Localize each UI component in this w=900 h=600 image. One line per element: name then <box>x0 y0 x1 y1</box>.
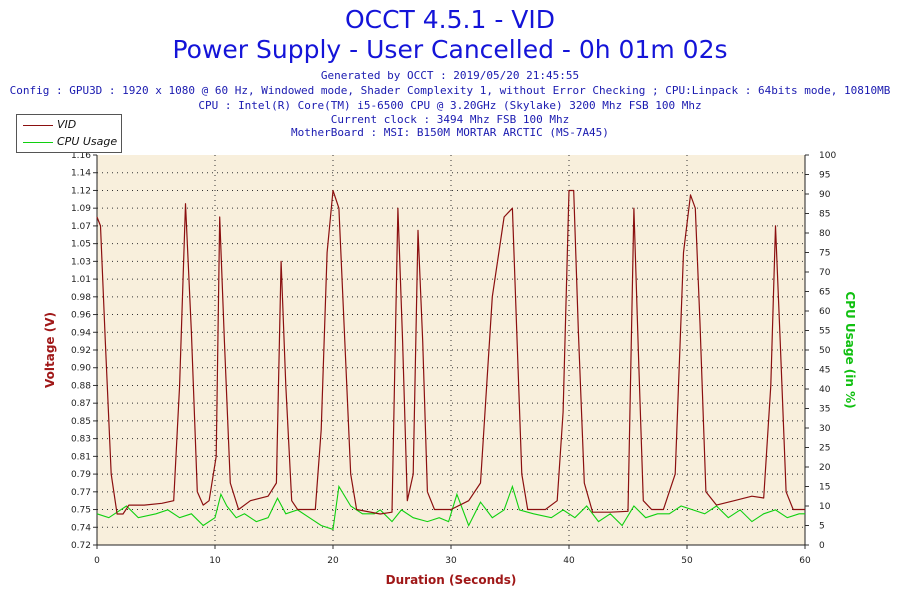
y2-tick-label: 90 <box>819 190 831 200</box>
y-tick-label: 1.16 <box>71 151 91 161</box>
y-tick-label: 1.14 <box>71 169 91 179</box>
y2-tick-label: 95 <box>819 171 830 181</box>
x-tick-label: 10 <box>209 556 221 566</box>
legend-swatch-cpu-usage <box>23 142 53 143</box>
y-axis-label: Voltage (V) <box>43 312 57 388</box>
y-tick-label: 1.01 <box>71 275 91 285</box>
y2-tick-label: 100 <box>819 151 836 161</box>
y-tick-label: 0.94 <box>71 328 91 338</box>
y2-tick-label: 85 <box>819 210 830 220</box>
y-tick-label: 0.87 <box>71 399 91 409</box>
series-line-cpu-usage <box>96 484 805 531</box>
x-tick-label: 0 <box>94 556 100 566</box>
x-tick-label: 60 <box>799 556 811 566</box>
y2-tick-label: 45 <box>819 366 830 376</box>
legend-swatch-vid <box>23 125 53 126</box>
y2-tick-label: 50 <box>819 346 831 356</box>
x-tick-label: 30 <box>445 556 457 566</box>
motherboard-info: MotherBoard : MSI: B150M MORTAR ARCTIC (… <box>291 126 609 139</box>
y2-tick-label: 60 <box>819 307 831 317</box>
chart-subtitle: Power Supply - User Cancelled - 0h 01m 0… <box>172 35 728 64</box>
y-tick-label: 1.03 <box>71 257 91 267</box>
y-tick-label: 0.72 <box>71 541 91 551</box>
legend-item-vid: VID <box>17 117 121 133</box>
y-tick-label: 0.85 <box>71 417 91 427</box>
y2-tick-label: 20 <box>819 463 831 473</box>
y-tick-label: 0.81 <box>71 452 91 462</box>
x-axis-label: Duration (Seconds) <box>386 573 517 587</box>
y2-tick-label: 0 <box>819 541 825 551</box>
y-tick-label: 1.12 <box>71 186 91 196</box>
x-tick-label: 20 <box>327 556 339 566</box>
y2-tick-label: 35 <box>819 405 830 415</box>
y-tick-label: 0.92 <box>71 346 91 356</box>
x-tick-label: 50 <box>681 556 693 566</box>
y-tick-label: 0.88 <box>71 381 91 391</box>
y2-tick-label: 65 <box>819 288 830 298</box>
y-tick-label: 1.05 <box>71 240 91 250</box>
y-tick-label: 0.79 <box>71 470 91 480</box>
y2-tick-label: 25 <box>819 444 830 454</box>
y-tick-label: 0.96 <box>71 311 91 321</box>
y-tick-label: 1.09 <box>71 204 91 214</box>
legend-label-cpu-usage: CPU Usage <box>57 135 118 148</box>
cpu-info: CPU : Intel(R) Core(TM) i5-6500 CPU @ 3.… <box>198 99 702 112</box>
x-tick-label: 40 <box>563 556 575 566</box>
legend: VID CPU Usage <box>16 114 122 153</box>
y-tick-label: 0.74 <box>71 523 91 533</box>
y-tick-label: 0.75 <box>71 506 91 516</box>
y-tick-label: 0.98 <box>71 293 91 303</box>
y2-tick-label: 80 <box>819 229 831 239</box>
config-info: Config : GPU3D : 1920 x 1080 @ 60 Hz, Wi… <box>9 84 891 97</box>
y2-tick-label: 40 <box>819 385 831 395</box>
legend-item-cpu-usage: CPU Usage <box>17 134 121 150</box>
y2-tick-label: 30 <box>819 424 831 434</box>
y-tick-label: 0.90 <box>71 364 91 374</box>
chart-title: OCCT 4.5.1 - VID <box>344 5 556 34</box>
y2-tick-label: 5 <box>819 522 825 532</box>
legend-label-vid: VID <box>57 118 77 131</box>
y-tick-label: 0.83 <box>71 435 91 445</box>
y2-tick-label: 75 <box>819 249 830 259</box>
y2-axis-label: CPU Usage (in %) <box>843 291 857 408</box>
y2-tick-label: 55 <box>819 327 830 337</box>
y2-tick-label: 70 <box>819 268 831 278</box>
clock-info: Current clock : 3494 Mhz FSB 100 Mhz <box>330 113 570 126</box>
y-tick-label: 1.07 <box>71 222 91 232</box>
generated-info: Generated by OCCT : 2019/05/20 21:45:55 <box>320 69 580 82</box>
y-tick-label: 0.77 <box>71 488 91 498</box>
series-line-vid <box>96 189 805 515</box>
y2-tick-label: 15 <box>819 483 830 493</box>
y2-tick-label: 10 <box>819 502 831 512</box>
